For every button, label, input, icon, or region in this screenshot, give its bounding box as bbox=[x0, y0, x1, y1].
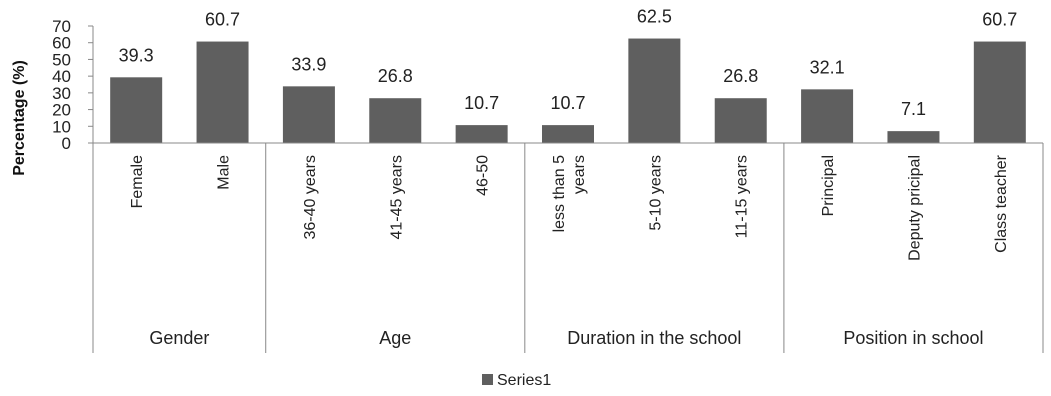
category-label: Class teacher bbox=[993, 154, 1010, 252]
x-axis: Female Male 36-40 years 41-45 years 46-50 les… bbox=[92, 142, 1044, 353]
group-label: Gender bbox=[149, 328, 209, 348]
category-label: less than 5 years bbox=[551, 155, 588, 232]
category-label: 36-40 years bbox=[302, 155, 319, 240]
y-tick-label: 20 bbox=[52, 101, 71, 120]
y-tick-label: 40 bbox=[52, 67, 71, 86]
category-label-line: years bbox=[571, 155, 588, 194]
data-label: 60.7 bbox=[205, 10, 240, 30]
y-tick-label: 50 bbox=[52, 50, 71, 69]
data-label: 10.7 bbox=[464, 93, 499, 113]
category-label-line: Deputy pricipal bbox=[906, 155, 923, 261]
group-label: Duration in the school bbox=[567, 328, 741, 348]
category-label-line: 36-40 years bbox=[302, 155, 319, 240]
data-label: 33.9 bbox=[291, 54, 326, 74]
data-labels: 39.3 60.7 33.9 26.8 10.7 10.7 62.5 26.8 32.1 7.1 6… bbox=[119, 7, 1018, 120]
bar bbox=[110, 77, 163, 143]
category-label-line: Principal bbox=[820, 155, 837, 216]
bar bbox=[542, 125, 594, 143]
category-label-line: Class teacher bbox=[993, 154, 1010, 252]
data-label: 10.7 bbox=[550, 93, 585, 113]
category-label-line: less than 5 bbox=[551, 155, 568, 232]
bar bbox=[455, 125, 508, 143]
data-label: 62.5 bbox=[637, 7, 672, 27]
group-label: Age bbox=[379, 328, 411, 348]
bar bbox=[628, 38, 681, 143]
group-label: Position in school bbox=[843, 328, 983, 348]
category-label-line: 46-50 bbox=[475, 155, 492, 196]
data-label: 32.1 bbox=[810, 57, 845, 77]
category-label: Male bbox=[216, 155, 233, 190]
data-label: 26.8 bbox=[723, 66, 758, 86]
category-label-line: Female bbox=[129, 155, 146, 208]
legend: Series1 bbox=[482, 372, 551, 389]
category-label: 5-10 years bbox=[647, 155, 664, 231]
data-label: 7.1 bbox=[901, 99, 926, 119]
data-label: 39.3 bbox=[119, 45, 154, 65]
category-label: 46-50 bbox=[475, 155, 492, 196]
category-label-line: 5-10 years bbox=[647, 155, 664, 231]
y-tick-label: 70 bbox=[52, 17, 71, 36]
category-label: Female bbox=[129, 155, 146, 208]
y-tick-label: 60 bbox=[52, 34, 71, 53]
data-label: 26.8 bbox=[378, 66, 413, 86]
category-label: 11-15 years bbox=[734, 155, 751, 238]
bar bbox=[196, 41, 249, 144]
y-axis-label: Percentage (%) bbox=[11, 60, 28, 176]
category-label-line: 41-45 years bbox=[388, 155, 405, 240]
bar bbox=[369, 98, 422, 143]
category-label-line: Male bbox=[216, 155, 233, 190]
data-label: 60.7 bbox=[982, 10, 1017, 30]
category-label: Deputy pricipal bbox=[906, 155, 923, 261]
bar bbox=[801, 89, 854, 143]
bar bbox=[714, 98, 767, 143]
bar bbox=[887, 131, 940, 143]
bar bbox=[282, 86, 335, 143]
y-tick-label: 10 bbox=[52, 117, 71, 136]
category-label-line: 11-15 years bbox=[734, 155, 751, 238]
category-label: Principal bbox=[820, 155, 837, 216]
bar bbox=[973, 41, 1026, 144]
legend-swatch-series1 bbox=[482, 374, 493, 385]
bars bbox=[110, 38, 1026, 144]
legend-label-series1: Series1 bbox=[497, 372, 551, 389]
y-tick-label: 0 bbox=[62, 134, 71, 153]
y-tick-label: 30 bbox=[52, 84, 71, 103]
category-label: 41-45 years bbox=[388, 155, 405, 240]
